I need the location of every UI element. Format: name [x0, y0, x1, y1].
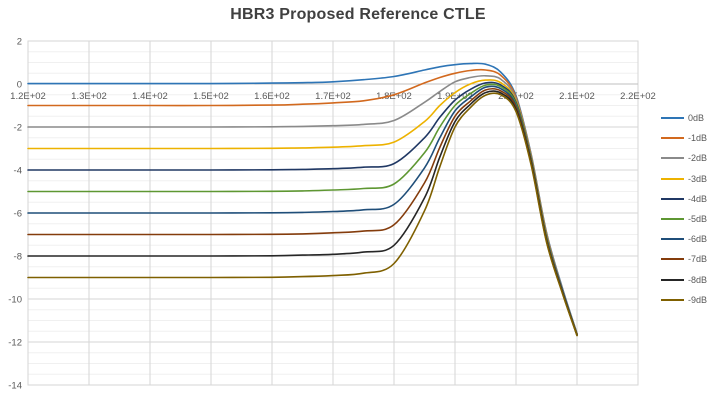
svg-text:-12: -12: [8, 338, 22, 349]
legend-item--4dB[interactable]: -4dB: [661, 189, 714, 209]
legend-item--6dB[interactable]: -6dB: [661, 229, 714, 249]
legend-swatch--1dB: [661, 137, 684, 140]
legend-label-0dB: 0dB: [688, 113, 705, 124]
legend-swatch--3dB: [661, 177, 684, 180]
legend-swatch--4dB: [661, 197, 684, 200]
legend-label--8dB: -8dB: [688, 274, 708, 285]
legend-swatch--7dB: [661, 258, 684, 261]
svg-text:1.6E+02: 1.6E+02: [254, 91, 290, 102]
legend-swatch--5dB: [661, 218, 684, 221]
svg-text:2.2E+02: 2.2E+02: [620, 91, 656, 102]
svg-text:2: 2: [17, 37, 22, 48]
legend-label--6dB: -6dB: [688, 234, 708, 245]
legend-label--1dB: -1dB: [688, 133, 708, 144]
legend-label--5dB: -5dB: [688, 214, 708, 225]
series-line--3dB[interactable]: [27, 79, 578, 336]
svg-text:1.8E+02: 1.8E+02: [376, 91, 412, 102]
svg-text:-2: -2: [14, 123, 22, 134]
legend-item--7dB[interactable]: -7dB: [661, 249, 714, 269]
legend-item--9dB[interactable]: -9dB: [661, 290, 714, 310]
legend-swatch-0dB: [661, 117, 684, 120]
legend-item-0dB[interactable]: 0dB: [661, 108, 714, 128]
legend-item--8dB[interactable]: -8dB: [661, 270, 714, 290]
series-line--5dB[interactable]: [27, 83, 578, 336]
legend-swatch--8dB: [661, 278, 684, 281]
svg-text:0: 0: [17, 80, 22, 91]
series-line--9dB[interactable]: [27, 92, 578, 337]
svg-text:-4: -4: [14, 166, 22, 177]
y-axis-labels: 2 0 -2 -4 -6 -8 -10 -12 -14: [8, 37, 22, 392]
legend-swatch--9dB: [661, 298, 684, 301]
svg-text:1.4E+02: 1.4E+02: [132, 91, 168, 102]
svg-text:1.2E+02: 1.2E+02: [10, 91, 46, 102]
chart-title[interactable]: HBR3 Proposed Reference CTLE: [230, 6, 486, 23]
legend-label--2dB: -2dB: [688, 153, 708, 164]
svg-text:-6: -6: [14, 209, 22, 220]
legend-label--4dB: -4dB: [688, 193, 708, 204]
svg-text:-10: -10: [8, 295, 22, 306]
legend-swatch--6dB: [661, 238, 684, 241]
svg-text:1.5E+02: 1.5E+02: [193, 91, 229, 102]
svg-text:-14: -14: [8, 381, 22, 392]
svg-text:1.9E+02: 1.9E+02: [437, 91, 473, 102]
legend-item--5dB[interactable]: -5dB: [661, 209, 714, 229]
legend: 0dB -1dB -2dB -3dB -4dB -5dB -6dB -7dB -8dB -9dB: [661, 108, 714, 310]
legend-label--3dB: -3dB: [688, 173, 708, 184]
svg-text:-8: -8: [14, 252, 22, 263]
legend-label--9dB: -9dB: [688, 294, 708, 305]
series-line--2dB[interactable]: [27, 74, 578, 335]
series-group: [27, 62, 578, 337]
legend-item--3dB[interactable]: -3dB: [661, 169, 714, 189]
series-line--4dB[interactable]: [27, 81, 578, 336]
svg-text:2.1E+02: 2.1E+02: [559, 91, 595, 102]
svg-text:1.7E+02: 1.7E+02: [315, 91, 351, 102]
legend-label--7dB: -7dB: [688, 254, 708, 265]
legend-swatch--2dB: [661, 157, 684, 160]
legend-item--2dB[interactable]: -2dB: [661, 148, 714, 168]
svg-text:1.3E+02: 1.3E+02: [71, 91, 107, 102]
legend-item--1dB[interactable]: -1dB: [661, 128, 714, 148]
series-line--1dB[interactable]: [27, 68, 578, 335]
series-line--6dB[interactable]: [27, 85, 578, 336]
x-axis-labels: 1.2E+02 1.3E+02 1.4E+02 1.5E+02 1.6E+02 1.7E+…: [10, 91, 656, 102]
